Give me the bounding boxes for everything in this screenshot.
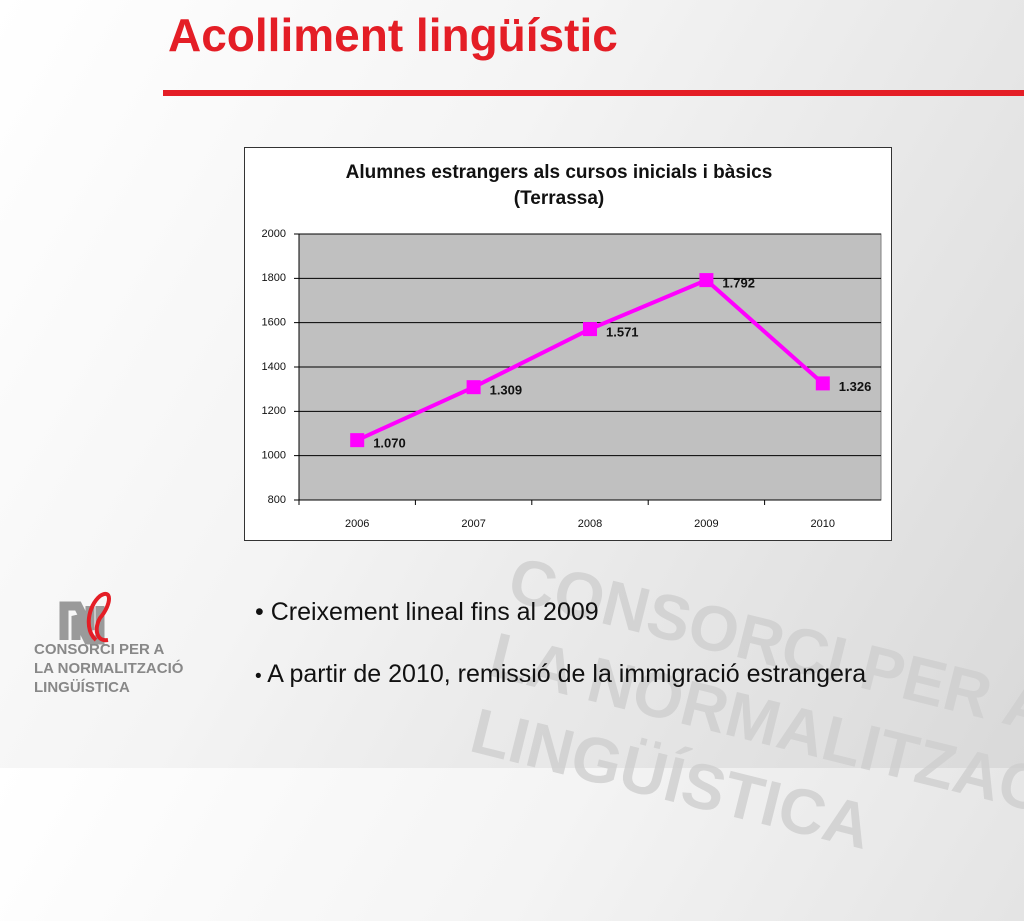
logo-line: LA NORMALITZACIÓ xyxy=(34,660,184,677)
x-tick-label: 2006 xyxy=(345,518,369,530)
marker xyxy=(466,380,481,395)
marker xyxy=(815,376,830,391)
data-label: 1.326 xyxy=(839,379,872,394)
logo-text: CONSORCI PER A LA NORMALITZACIÓ LINGÜÍST… xyxy=(34,640,183,697)
logo-line: LINGÜÍSTICA xyxy=(34,679,130,696)
y-tick-label: 1000 xyxy=(262,450,286,462)
y-tick-label: 1200 xyxy=(262,405,286,417)
marker xyxy=(699,273,714,288)
data-label: 1.792 xyxy=(722,276,755,291)
bullet-text: A partir de 2010, remissió de la immigra… xyxy=(267,660,867,688)
slide-title: Acolliment lingüístic xyxy=(168,9,618,61)
chart-title: Alumnes estrangers als cursos inicials i… xyxy=(345,162,773,209)
y-tick-label: 1400 xyxy=(262,361,286,373)
chart: 800 1000 1200 1400 1600 1800 2000 2006 2007 2008 2… xyxy=(59,228,882,645)
data-label: 1.070 xyxy=(373,436,406,451)
y-tick-label: 1800 xyxy=(262,272,286,284)
y-tick-label: 2000 xyxy=(262,228,286,240)
marker xyxy=(583,322,597,337)
bullet-text: Creixement lineal fins al 2009 xyxy=(270,598,599,626)
bullet: • Creixement lineal fins al 2009 xyxy=(255,598,599,626)
x-tick-label: 2008 xyxy=(578,518,602,530)
x-tick-label: 2010 xyxy=(811,518,835,530)
marker xyxy=(350,433,365,448)
x-tick-label: 2009 xyxy=(694,518,718,530)
x-tick-label: 2007 xyxy=(461,518,485,530)
data-label: 1.571 xyxy=(606,325,639,340)
title-rule xyxy=(163,90,1024,96)
y-tick-label: 800 xyxy=(268,494,286,506)
logo-mark xyxy=(59,592,111,645)
y-tick-label: 1600 xyxy=(262,317,286,329)
slide: CONSORCI PER A LA NORMALITZACIÓ LINGÜÍST… xyxy=(0,0,1024,863)
data-label: 1.309 xyxy=(490,383,523,398)
bullet: • A partir de 2010, remissió de la immig… xyxy=(255,660,867,688)
logo-line: CONSORCI PER A xyxy=(34,641,165,658)
